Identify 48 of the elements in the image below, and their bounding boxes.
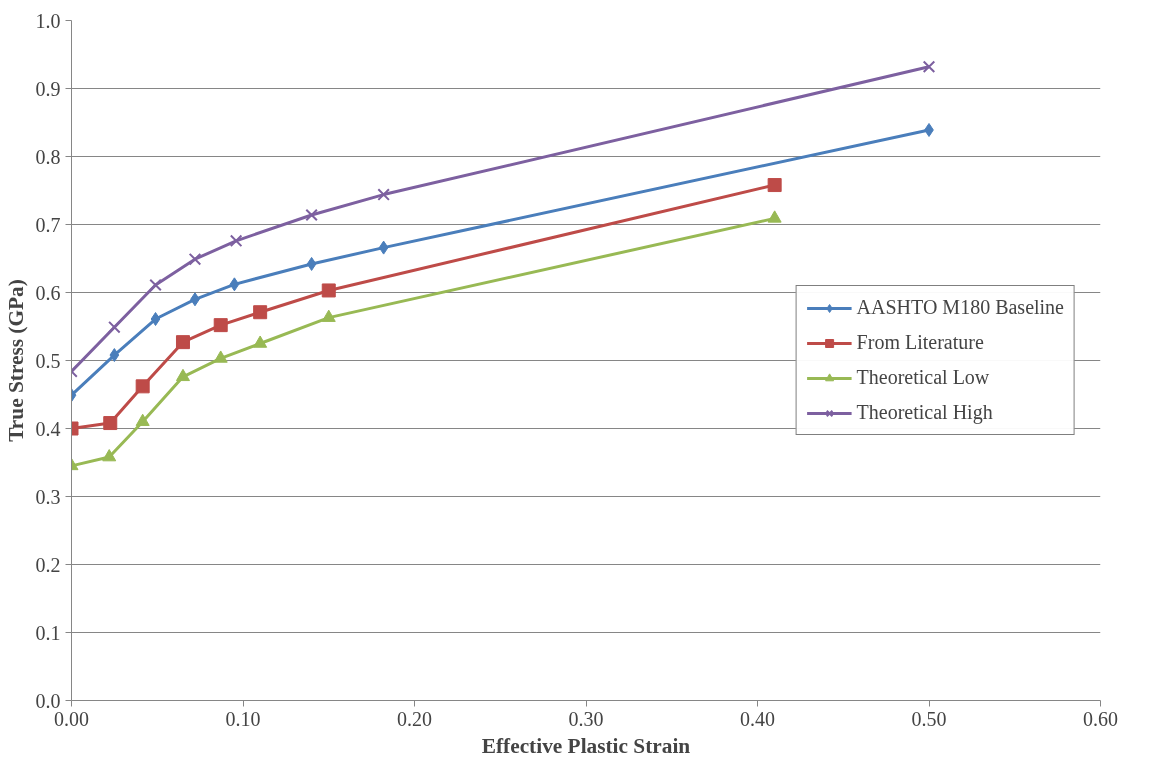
legend-label: From Literature (856, 331, 984, 354)
point (377, 188, 390, 201)
point (229, 234, 243, 248)
point (213, 350, 228, 363)
point (188, 252, 202, 266)
point (229, 277, 240, 292)
y-tick-label: 0.2 (35, 553, 61, 576)
y-tick-label: 0.4 (35, 417, 61, 440)
point (108, 320, 121, 334)
y-tick-label: 0.6 (35, 281, 61, 304)
point (306, 256, 317, 271)
x-tick-label: 0.30 (568, 707, 604, 730)
point (135, 379, 150, 394)
point (321, 309, 336, 322)
x-tick-label: 0.20 (397, 707, 432, 730)
x-tick-label: 0.10 (225, 707, 261, 730)
point (109, 348, 120, 363)
point (321, 283, 336, 298)
point (767, 178, 782, 193)
point (305, 208, 318, 222)
x-tick-label: 0.40 (740, 707, 775, 730)
point (135, 413, 150, 426)
point (103, 416, 118, 431)
y-tick-label: 0.8 (35, 145, 61, 168)
point (175, 368, 190, 382)
point (175, 335, 190, 350)
y-axis-title: True Stress (GPa) (3, 279, 28, 442)
legend-label: AASHTO M180 Baseline (856, 296, 1064, 319)
legend-label: Theoretical Low (856, 366, 990, 389)
point (150, 312, 161, 327)
y-tick-label: 0.3 (35, 485, 61, 508)
point (767, 210, 782, 223)
point (253, 305, 268, 320)
point (922, 60, 936, 74)
y-tick-label: 0.9 (35, 77, 61, 100)
point (378, 240, 389, 255)
y-tick-label: 1.0 (35, 9, 61, 32)
y-tick-label: 0.5 (35, 349, 61, 372)
y-tick-label: 0.1 (35, 621, 61, 644)
y-tick-label: 0.7 (35, 213, 61, 236)
point (102, 449, 117, 462)
x-tick-label: 0.60 (1083, 707, 1118, 730)
point (149, 278, 162, 292)
x-tick-label: 0.50 (911, 707, 947, 730)
point (253, 335, 268, 348)
point (213, 318, 228, 333)
x-axis-title: Effective Plastic Strain (481, 733, 691, 758)
legend-label: Theoretical High (856, 401, 993, 424)
